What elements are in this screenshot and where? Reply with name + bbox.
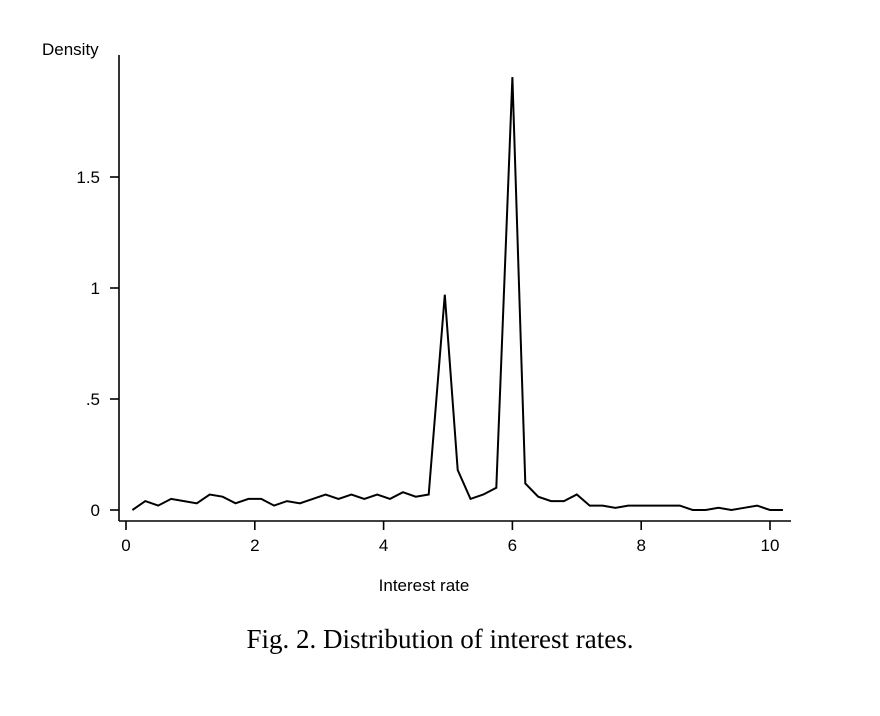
- x-tick-label: 10: [761, 536, 780, 555]
- x-tick-label: 0: [121, 536, 130, 555]
- x-ticks: 0 2 4 6 8 10: [121, 521, 779, 555]
- density-line: [131, 77, 783, 512]
- figure-caption: Fig. 2. Distribution of interest rates.: [246, 624, 634, 654]
- y-tick-label: 1.5: [76, 168, 100, 187]
- density-chart: Density 0 .5 1 1.5 0 2 4 6 8 10 Interest rate: [42, 40, 791, 595]
- y-axis-title: Density: [42, 40, 99, 59]
- y-tick-label: 1: [91, 279, 100, 298]
- x-tick-label: 4: [379, 536, 388, 555]
- y-tick-label: .5: [86, 390, 100, 409]
- x-axis-title: Interest rate: [379, 576, 470, 595]
- x-tick-label: 8: [636, 536, 645, 555]
- y-ticks: 0 .5 1 1.5: [76, 168, 119, 520]
- x-tick-label: 2: [250, 536, 259, 555]
- series-layer: [131, 77, 783, 512]
- y-tick-label: 0: [91, 501, 100, 520]
- x-tick-label: 6: [508, 536, 517, 555]
